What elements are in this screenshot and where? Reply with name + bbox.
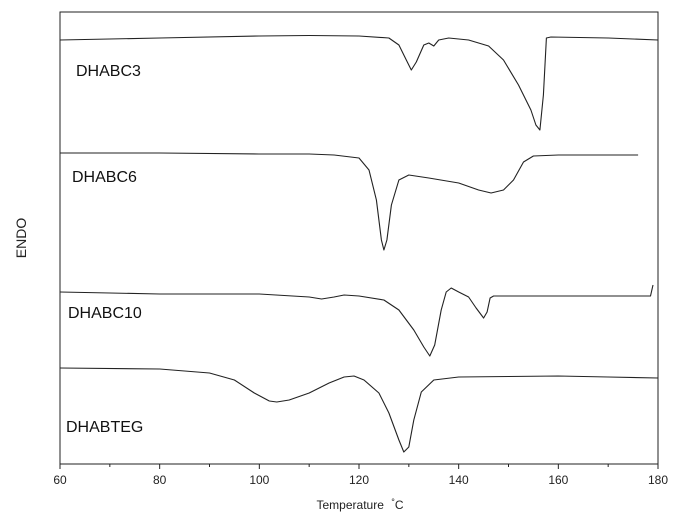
- x-tick-label-160: 160: [548, 473, 568, 487]
- x-axis-unit-c: C: [395, 498, 404, 512]
- x-tick-label-80: 80: [153, 473, 167, 487]
- series-label-dhabc6: DHABC6: [72, 169, 137, 186]
- series-label-dhabc3: DHABC3: [76, 63, 141, 80]
- x-tick-label-60: 60: [53, 473, 67, 487]
- curve-dhabteg: [59, 367, 659, 453]
- curve-dhabc6: [60, 152, 639, 251]
- thermogram-curves: [59, 34, 659, 453]
- x-tick-label-100: 100: [249, 473, 269, 487]
- x-axis-label-text: Temperature: [317, 498, 385, 512]
- x-axis-unit-degree: °: [391, 497, 395, 507]
- plot-frame: [59, 11, 659, 465]
- series-labels: DHABC3 DHABC6 DHABC10 DHABTEG: [66, 63, 143, 436]
- y-axis-label: ENDO: [13, 218, 29, 259]
- x-axis-ticks: 60 80 100 120 140 160 180: [53, 464, 668, 487]
- x-tick-label-120: 120: [349, 473, 369, 487]
- series-label-dhabc10: DHABC10: [68, 305, 142, 322]
- x-tick-label-180: 180: [648, 473, 668, 487]
- curve-dhabc3: [59, 34, 659, 131]
- curve-dhabc10: [59, 284, 654, 357]
- x-tick-label-140: 140: [449, 473, 469, 487]
- series-label-dhabteg: DHABTEG: [66, 419, 143, 436]
- x-axis-label: Temperature °C: [317, 497, 404, 512]
